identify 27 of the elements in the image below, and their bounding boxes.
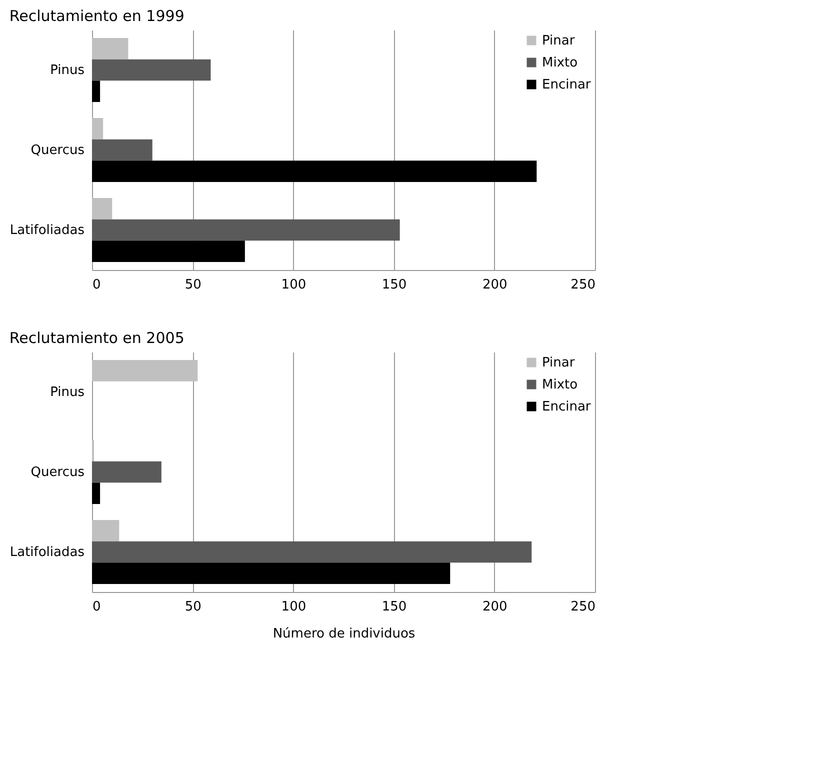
x-tick-label: 0 xyxy=(92,600,101,614)
x-tick-label: 100 xyxy=(281,600,306,614)
x-tick-label: 0 xyxy=(92,278,101,292)
y-tick-label: Quercus xyxy=(30,143,85,158)
legend-label: Pinar xyxy=(542,356,576,370)
legend-label: Mixto xyxy=(542,378,578,392)
x-tick-label: 150 xyxy=(382,600,407,614)
x-tick-label: 50 xyxy=(184,600,202,614)
x-tick-label: 250 xyxy=(570,600,596,614)
legend-label: Encinar xyxy=(542,400,592,414)
y-tick-label: Latifoliadas xyxy=(10,223,85,238)
x-tick-label: 200 xyxy=(482,278,508,292)
x-tick-label: 200 xyxy=(482,600,508,614)
chart-title: Reclutamiento en 1999 xyxy=(9,7,184,25)
y-tick-label: Latifoliadas xyxy=(10,545,85,560)
x-tick-label: 250 xyxy=(570,278,596,292)
x-tick-label: 100 xyxy=(281,278,306,292)
x-tick-label: 50 xyxy=(184,278,202,292)
y-tick-label: Pinus xyxy=(50,63,85,78)
legend-label: Encinar xyxy=(542,78,592,92)
legend-label: Mixto xyxy=(542,56,578,70)
y-tick-label: Quercus xyxy=(30,465,85,480)
legend-label: Pinar xyxy=(542,34,576,48)
x-axis-title: Número de individuos xyxy=(272,626,416,642)
x-tick-label: 150 xyxy=(382,278,407,292)
y-tick-label: Pinus xyxy=(50,385,85,400)
chart-title: Reclutamiento en 2005 xyxy=(9,329,184,347)
